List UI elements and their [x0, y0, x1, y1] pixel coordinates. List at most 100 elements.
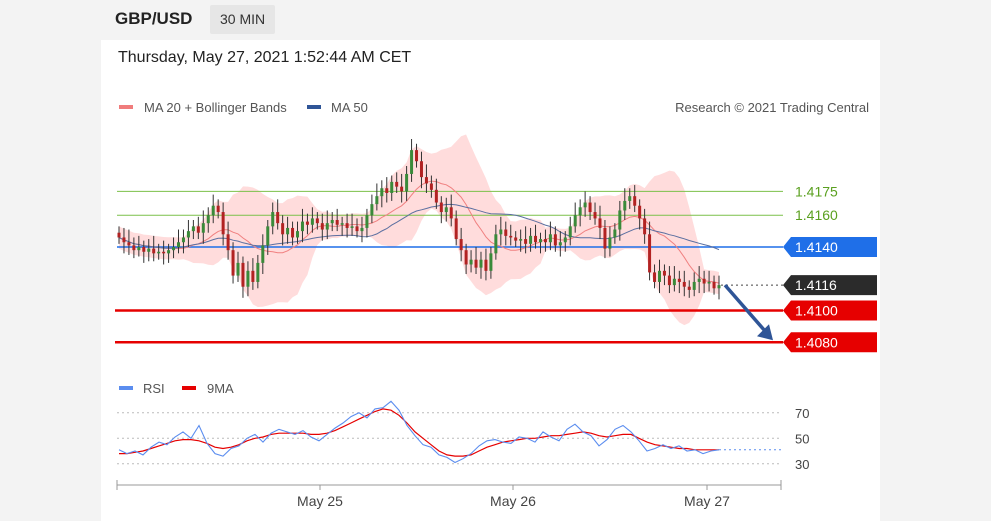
candle [424, 164, 428, 193]
forecast-arrow [723, 283, 773, 341]
candle [365, 208, 369, 238]
rsi-tick-50: 50 [795, 431, 809, 446]
candle [395, 172, 399, 193]
candle [429, 175, 433, 198]
candle [459, 227, 463, 262]
candle [236, 251, 240, 282]
chart-card: GBP/USD 30 MIN Thursday, May 27, 2021 1:… [101, 0, 880, 521]
level-labels: 1.4175 1.4160 1.4140 1.4116 1.4100 1.4080 [783, 183, 877, 353]
candle [633, 185, 637, 213]
candle [504, 221, 508, 246]
candle [489, 247, 493, 279]
candle [588, 196, 592, 220]
candle [380, 180, 384, 208]
candle [524, 226, 528, 254]
candle [702, 270, 706, 294]
candle [613, 223, 617, 244]
candle [345, 213, 349, 238]
level-label-1.4160: 1.4160 [795, 207, 838, 223]
candle [251, 258, 255, 290]
candle [286, 216, 290, 244]
candle [717, 275, 721, 300]
candle [454, 210, 458, 246]
candle [419, 151, 423, 189]
candle [281, 215, 285, 246]
candle [162, 240, 166, 265]
candle [439, 196, 443, 224]
candle [707, 270, 711, 292]
candle [598, 205, 602, 240]
candle [127, 229, 131, 255]
rsi-ma-legend-swatch [182, 386, 196, 390]
candle [712, 275, 716, 295]
forecast-arrow-head [757, 324, 773, 341]
candle [464, 243, 468, 274]
candle [682, 270, 686, 297]
candle [519, 229, 523, 252]
candle [122, 227, 126, 254]
candle [325, 210, 329, 240]
candle [360, 216, 364, 243]
candle [687, 280, 691, 298]
candle [191, 220, 195, 240]
candle [578, 199, 582, 227]
candle [330, 212, 334, 232]
candle [157, 243, 161, 260]
candle [266, 220, 270, 255]
rsi-panel: 70 50 30 [117, 400, 809, 472]
candle [147, 239, 151, 262]
ma20-legend-swatch [119, 105, 133, 109]
x-tick-label: May 27 [684, 493, 730, 509]
candle [608, 226, 612, 257]
rsi-ma9-line [119, 408, 719, 457]
x-tick-label: May 26 [490, 493, 536, 509]
level-tag-1.4116: 1.4116 [783, 275, 877, 296]
candle [152, 235, 156, 262]
candle [538, 232, 542, 254]
candle [177, 229, 181, 254]
candle [648, 221, 652, 281]
candle [543, 229, 547, 252]
candle [434, 178, 438, 209]
level-tag-1.4080: 1.4080 [783, 332, 877, 353]
candle [449, 194, 453, 227]
candlesticks [117, 139, 721, 300]
candle [618, 200, 622, 241]
candle [415, 143, 419, 168]
candle [261, 234, 265, 274]
candle [276, 199, 280, 230]
candle [692, 272, 696, 297]
candle [573, 202, 577, 233]
candle [553, 226, 557, 252]
rsi-ma-legend-label: 9MA [207, 381, 234, 396]
candle [172, 237, 176, 259]
candle [256, 254, 260, 289]
level-label-1.4100: 1.4100 [795, 303, 838, 319]
candle [167, 243, 171, 263]
candle [499, 216, 503, 246]
candle [206, 207, 210, 233]
candle [132, 237, 136, 259]
timestamp: Thursday, May 27, 2021 1:52:44 AM CET [118, 49, 412, 66]
candle [355, 218, 359, 238]
level-tag-1.4100: 1.4100 [783, 300, 877, 321]
rsi-legend-swatch [119, 386, 133, 390]
candle [142, 240, 146, 263]
candle [677, 270, 681, 294]
candle [638, 199, 642, 230]
candle [672, 266, 676, 292]
candle [657, 259, 661, 294]
candle [603, 220, 607, 259]
timeframe-button[interactable]: 30 MIN [210, 5, 276, 34]
candle [563, 231, 567, 252]
price-chart: MA 20 + Bollinger Bands MA 50 Research ©… [115, 100, 877, 509]
candle [509, 224, 513, 246]
candle [568, 216, 572, 246]
level-tag-1.4140: 1.4140 [783, 237, 877, 257]
candle [494, 224, 498, 260]
candle [296, 221, 300, 244]
candle [390, 175, 394, 201]
bollinger-band-area [119, 134, 719, 326]
copyright-text: Research © 2021 Trading Central [675, 100, 869, 115]
candle [653, 264, 657, 289]
